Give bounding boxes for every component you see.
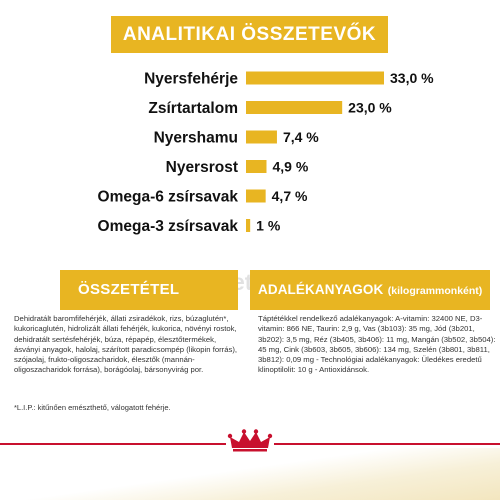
category-label: Omega-3 zsírsavak — [98, 218, 239, 235]
value-label: 4,9 % — [272, 159, 308, 175]
analytical-components-chart: Nyersfehérje 33,0 % Zsírtartalom 23,0 % Nyer… — [98, 70, 435, 235]
footer-divider-right — [274, 443, 500, 445]
category-label: Nyersrost — [166, 159, 238, 176]
additives-subtitle: (kilogrammonként) — [387, 285, 483, 297]
bar — [246, 160, 267, 173]
composition-header: ÖSSZETÉTEL — [60, 270, 238, 310]
value-label: 1 % — [256, 218, 281, 234]
bar — [246, 101, 343, 114]
additives-text: Táptétékkel rendelkező adalékanyagok: A-… — [258, 314, 496, 375]
additives-title: ADALÉKANYAGOK — [258, 282, 384, 297]
page-title: ANALITIKAI ÖSSZETEVŐK — [111, 16, 388, 53]
footer-divider-left — [0, 443, 226, 445]
bar — [246, 219, 251, 232]
category-label: Nyershamu — [154, 130, 238, 147]
additives-header: ADALÉKANYAGOK (kilogrammonként) — [250, 270, 490, 310]
value-label: 4,7 % — [272, 188, 308, 204]
bar — [246, 71, 384, 85]
footer-band — [0, 448, 500, 500]
composition-text: Dehidratált baromfifehérjék, állati zsir… — [14, 314, 238, 375]
royal-canin-crown-icon — [227, 429, 273, 452]
value-label: 7,4 % — [283, 129, 319, 145]
category-label: Zsírtartalom — [148, 100, 238, 117]
value-label: 23,0 % — [348, 100, 392, 116]
bar — [246, 189, 266, 203]
category-label: Nyersfehérje — [144, 71, 238, 88]
footnote: *L.I.P.: kitűnően emészthető, válogatott… — [14, 403, 171, 412]
category-label: Omega-6 zsírsavak — [98, 189, 239, 206]
value-label: 33,0 % — [390, 70, 434, 86]
bar — [246, 130, 277, 144]
